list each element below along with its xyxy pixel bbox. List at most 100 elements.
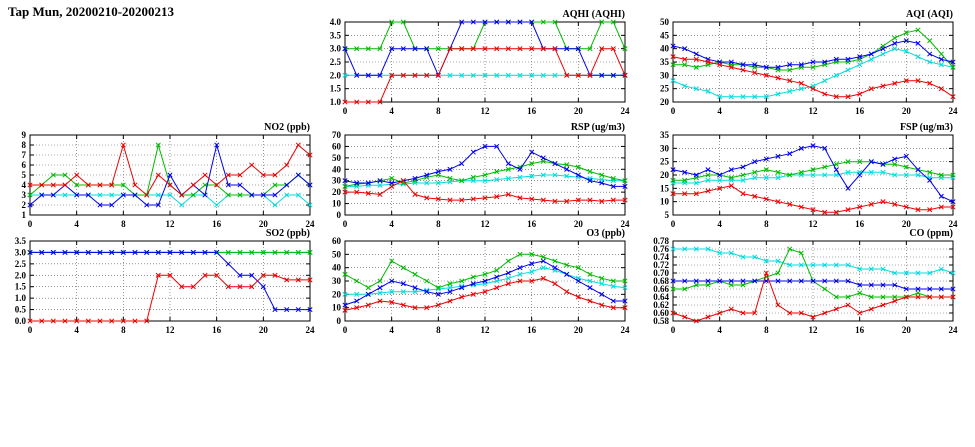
x-tick-label: 16 [527, 219, 537, 229]
series-line-cyan [30, 194, 311, 206]
plot-border [29, 240, 311, 322]
x-tick-label: 12 [481, 325, 491, 335]
y-tick-label: 0.66 [653, 284, 669, 294]
y-tick-label: 40 [660, 44, 670, 54]
series-markers-red [670, 270, 956, 324]
series-markers-blue [670, 278, 956, 292]
x-tick-label: 16 [855, 106, 865, 116]
x-tick-label: 4 [74, 219, 79, 229]
y-tick-label: 0.58 [653, 316, 669, 326]
series-markers-red [342, 275, 628, 313]
x-tick-label: 8 [436, 106, 441, 116]
y-tick-label: 1.0 [330, 97, 342, 107]
y-tick-label: 30 [332, 176, 342, 186]
y-tick-label: 3.0 [15, 247, 27, 257]
y-tick-label: 1.0 [15, 293, 27, 303]
chart-title: NO2 (ppb) [264, 122, 310, 133]
y-tick-label: 35 [660, 130, 670, 140]
x-tick-label: 16 [527, 106, 537, 116]
chart-svg-fsp: 5 10 15 20 25 30 35 0 4 8 12 16 20 24 FSP (ug/m3) [660, 122, 959, 229]
chart-title: RSP (ug/m3) [571, 122, 625, 133]
y-tick-label: 30 [660, 70, 670, 80]
x-tick-label: 0 [343, 325, 348, 335]
x-tick-label: 0 [28, 219, 33, 229]
series-markers-red [670, 183, 956, 215]
y-tick-label: 0.74 [653, 252, 669, 262]
chart-title: AQHI (AQHI) [563, 9, 626, 20]
chart-title: AQI (AQI) [906, 9, 953, 20]
y-tick-label: 0.76 [653, 244, 669, 254]
page-title: Tap Mun, 20200210-20200213 [8, 4, 175, 19]
series-markers-red [670, 54, 956, 100]
chart-o3: 0 10 20 30 40 50 60 0 4 8 12 16 20 24 O3 (ppb) [311, 225, 631, 337]
y-tick-label: 2 [22, 200, 27, 210]
x-tick-label: 16 [527, 325, 537, 335]
x-tick-label: 24 [621, 106, 631, 116]
y-tick-label: 2.5 [330, 57, 342, 67]
y-tick-label: 0.68 [653, 276, 669, 286]
y-tick-label: 60 [332, 236, 342, 246]
x-tick-label: 24 [949, 219, 959, 229]
y-tick-label: 0.62 [653, 300, 669, 310]
y-tick-label: 4 [22, 180, 27, 190]
chart-so2: 0.0 0.5 1.0 1.5 2.0 2.5 3.0 3.5 0 4 8 12 16 20 24 SO2 (… [0, 225, 316, 337]
y-tick-label: 2.5 [15, 259, 27, 269]
x-tick-label: 0 [671, 219, 676, 229]
x-tick-label: 20 [259, 219, 269, 229]
y-tick-label: 3 [22, 190, 27, 200]
x-tick-label: 0 [671, 106, 676, 116]
y-tick-label: 5 [665, 210, 670, 220]
x-tick-label: 24 [949, 106, 959, 116]
plot-border [29, 134, 311, 216]
y-tick-label: 0.0 [15, 316, 27, 326]
y-tick-label: 25 [660, 157, 670, 167]
y-tick-label: 2.0 [15, 270, 27, 280]
chart-title: O3 (ppb) [586, 228, 625, 239]
y-tick-label: 3.0 [330, 44, 342, 54]
x-tick-label: 8 [436, 325, 441, 335]
chart-svg-co: 0.580.600.620.640.660.680.700.720.740.76… [653, 228, 959, 335]
series-markers-green [342, 251, 628, 291]
series-markers-red [27, 142, 313, 198]
y-tick-label: 70 [332, 130, 342, 140]
y-tick-label: 0.72 [653, 260, 669, 270]
y-tick-label: 20 [332, 289, 342, 299]
chart-title: SO2 (ppb) [266, 228, 310, 239]
y-tick-label: 30 [660, 143, 670, 153]
y-tick-label: 35 [660, 57, 670, 67]
x-tick-label: 20 [902, 219, 912, 229]
y-tick-label: 5 [22, 170, 27, 180]
x-tick-label: 20 [259, 325, 269, 335]
y-tick-label: 8 [22, 140, 27, 150]
y-tick-label: 7 [22, 150, 27, 160]
chart-aqhi: 1.0 1.5 2.0 2.5 3.0 3.5 4.0 0 4 8 12 16 20 24 AQHI (AQ… [311, 6, 631, 118]
x-tick-label: 4 [717, 325, 722, 335]
x-tick-label: 8 [764, 325, 769, 335]
y-tick-label: 9 [22, 130, 27, 140]
chart-svg-so2: 0.00.5 1.01.5 2.02.5 3.03.5 0 4 8 12 16 20 24 SO2 (… [15, 228, 316, 335]
y-tick-label: 3.5 [15, 236, 27, 246]
y-tick-label: 45 [660, 30, 670, 40]
chart-aqi: 20 25 30 35 40 45 50 0 4 8 12 16 20 24 AQI (AQI) [639, 6, 959, 118]
x-tick-label: 16 [855, 219, 865, 229]
x-tick-label: 0 [343, 106, 348, 116]
x-tick-label: 24 [306, 325, 316, 335]
plot-border [344, 134, 626, 216]
x-tick-label: 16 [212, 325, 222, 335]
y-tick-label: 0 [337, 210, 342, 220]
x-tick-label: 24 [949, 325, 959, 335]
series-markers-red [342, 46, 628, 105]
y-tick-label: 20 [332, 187, 342, 197]
y-tick-label: 0.64 [653, 292, 669, 302]
x-tick-label: 4 [74, 325, 79, 335]
y-tick-label: 0.5 [15, 305, 27, 315]
y-tick-label: 1 [22, 210, 27, 220]
x-tick-label: 12 [809, 325, 819, 335]
y-tick-label: 1.5 [15, 282, 27, 292]
series-markers-cyan [670, 246, 956, 276]
y-tick-label: 30 [332, 276, 342, 286]
series-line-cyan [673, 248, 954, 274]
x-tick-label: 8 [764, 106, 769, 116]
series-markers-blue [670, 38, 956, 70]
